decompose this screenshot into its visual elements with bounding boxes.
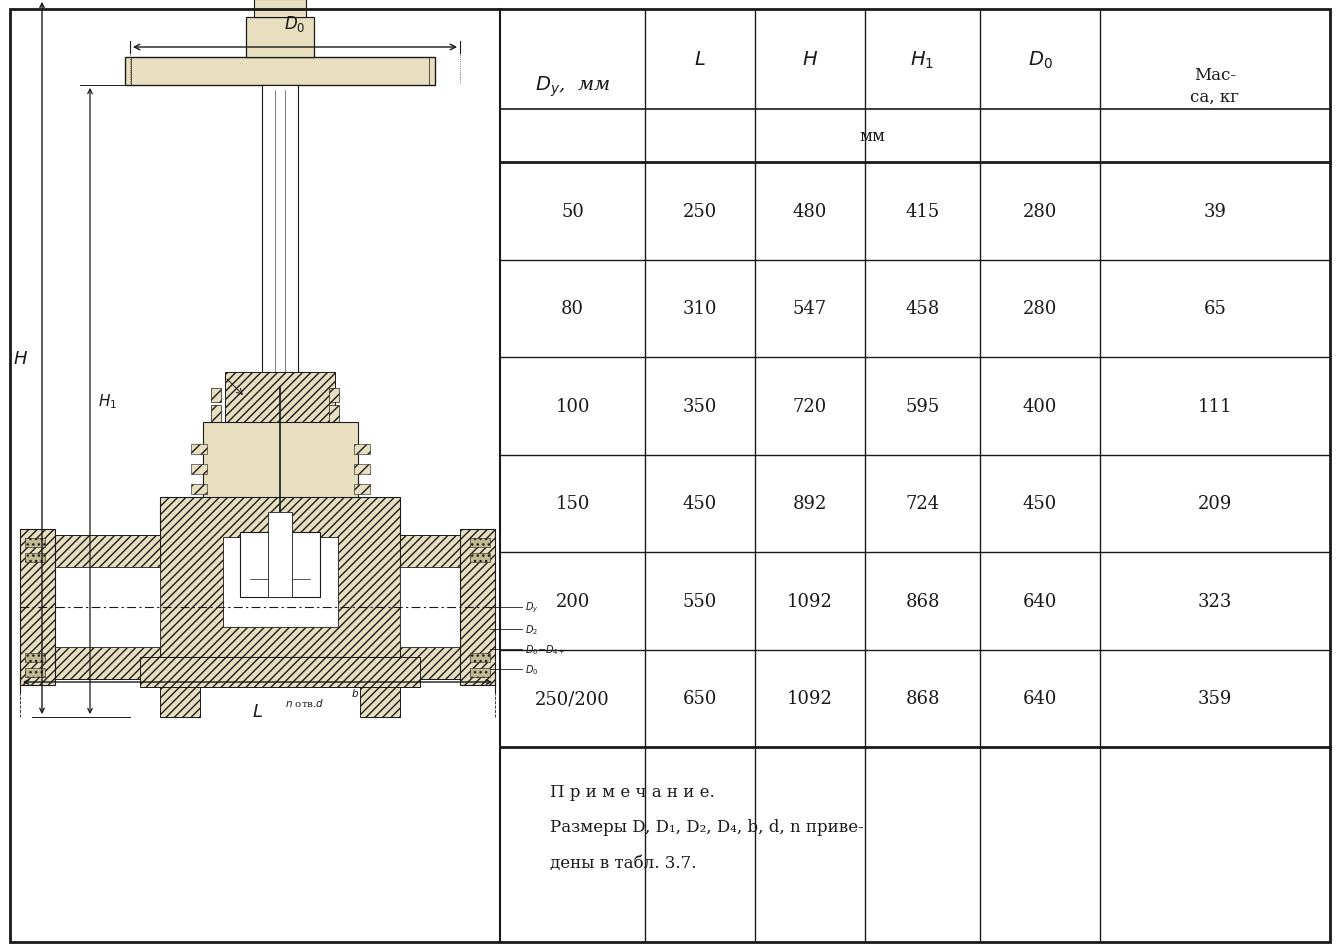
Text: 280: 280	[1022, 203, 1057, 221]
Text: 650: 650	[683, 689, 717, 707]
Text: $D_0$: $D_0$	[284, 14, 306, 34]
Bar	[190, 485, 206, 494]
Text: 50: 50	[561, 203, 584, 221]
Bar	[25, 539, 46, 547]
Bar	[354, 485, 370, 494]
Text: $b$: $b$	[351, 686, 359, 698]
Bar	[190, 445, 206, 454]
Text: 415: 415	[906, 203, 939, 221]
Bar	[240, 532, 320, 597]
Text: 595: 595	[906, 397, 939, 415]
Text: 100: 100	[555, 397, 590, 415]
Text: 1092: 1092	[787, 689, 833, 707]
Text: 480: 480	[793, 203, 827, 221]
Text: $D_y$: $D_y$	[525, 600, 539, 615]
Text: $L$: $L$	[694, 51, 706, 69]
Bar	[330, 388, 339, 403]
Text: 359: 359	[1198, 689, 1233, 707]
Bar	[190, 505, 206, 514]
Bar	[470, 668, 490, 677]
Bar	[255, 0, 306, 18]
Text: 65: 65	[1203, 300, 1226, 318]
Bar	[139, 657, 419, 687]
Bar	[354, 505, 370, 514]
Bar	[55, 567, 159, 647]
Bar	[20, 529, 55, 685]
Text: 640: 640	[1022, 592, 1057, 610]
Text: 400: 400	[1022, 397, 1057, 415]
Text: $D_6{-}D_{4+}$: $D_6{-}D_{4+}$	[525, 643, 565, 656]
Text: 547: 547	[793, 300, 827, 318]
Bar	[354, 445, 370, 454]
Bar	[470, 553, 490, 563]
Bar	[268, 512, 292, 597]
Bar	[401, 647, 460, 680]
Text: $H_1$: $H_1$	[98, 392, 117, 411]
Bar	[354, 465, 370, 474]
Bar	[470, 539, 490, 547]
Text: $D_{y}$,  мм: $D_{y}$, мм	[535, 74, 610, 99]
Text: 868: 868	[906, 592, 939, 610]
Text: 550: 550	[683, 592, 717, 610]
Text: $D_2$: $D_2$	[525, 623, 539, 636]
Bar	[55, 535, 159, 567]
Text: 458: 458	[906, 300, 939, 318]
Text: 450: 450	[1022, 495, 1057, 513]
Text: Размеры D, D₁, D₂, D₄, b, d, n приве-: Размеры D, D₁, D₂, D₄, b, d, n приве-	[549, 819, 864, 836]
Bar	[190, 465, 206, 474]
Bar	[25, 668, 46, 677]
Bar	[360, 687, 401, 717]
Bar	[401, 567, 460, 647]
Bar	[55, 647, 159, 680]
Bar	[159, 687, 200, 717]
Bar	[210, 406, 221, 427]
Text: $n$ отв.$d$: $n$ отв.$d$	[285, 696, 324, 708]
Text: 640: 640	[1022, 689, 1057, 707]
Bar	[263, 86, 297, 387]
Text: 310: 310	[683, 300, 717, 318]
Text: Мас-
са, кг: Мас- са, кг	[1190, 67, 1240, 106]
Text: 39: 39	[1203, 203, 1226, 221]
Text: 323: 323	[1198, 592, 1233, 610]
Bar	[330, 406, 339, 427]
Bar	[222, 538, 338, 627]
Text: 350: 350	[683, 397, 717, 415]
Bar	[210, 388, 221, 403]
Text: $D_0$: $D_0$	[1028, 50, 1052, 70]
Bar	[460, 529, 494, 685]
Text: мм: мм	[859, 128, 886, 145]
Text: 724: 724	[906, 495, 939, 513]
Text: $H_1$: $H_1$	[910, 50, 934, 70]
Text: 1092: 1092	[787, 592, 833, 610]
Bar	[225, 372, 335, 432]
Text: 250: 250	[683, 203, 717, 221]
Text: П р и м е ч а н и е.: П р и м е ч а н и е.	[549, 783, 714, 801]
Text: $L$: $L$	[252, 703, 263, 721]
Text: 200: 200	[555, 592, 590, 610]
Bar	[202, 423, 358, 523]
Text: 209: 209	[1198, 495, 1233, 513]
Text: дены в табл. 3.7.: дены в табл. 3.7.	[549, 854, 697, 870]
Text: 892: 892	[793, 495, 827, 513]
Bar	[25, 553, 46, 563]
Bar	[25, 653, 46, 663]
Bar	[247, 18, 314, 58]
Text: 250/200: 250/200	[535, 689, 610, 707]
Bar	[470, 653, 490, 663]
Text: 150: 150	[555, 495, 590, 513]
Bar	[190, 518, 370, 572]
Text: $D_0$: $D_0$	[525, 663, 539, 676]
Text: 450: 450	[683, 495, 717, 513]
Text: 868: 868	[906, 689, 939, 707]
Text: 280: 280	[1022, 300, 1057, 318]
Text: 111: 111	[1198, 397, 1233, 415]
Bar	[159, 498, 401, 657]
Text: 80: 80	[561, 300, 584, 318]
Bar	[125, 58, 436, 86]
Text: $H$: $H$	[13, 349, 28, 367]
Text: $H$: $H$	[801, 51, 819, 69]
Text: 720: 720	[793, 397, 827, 415]
Bar	[401, 535, 460, 567]
